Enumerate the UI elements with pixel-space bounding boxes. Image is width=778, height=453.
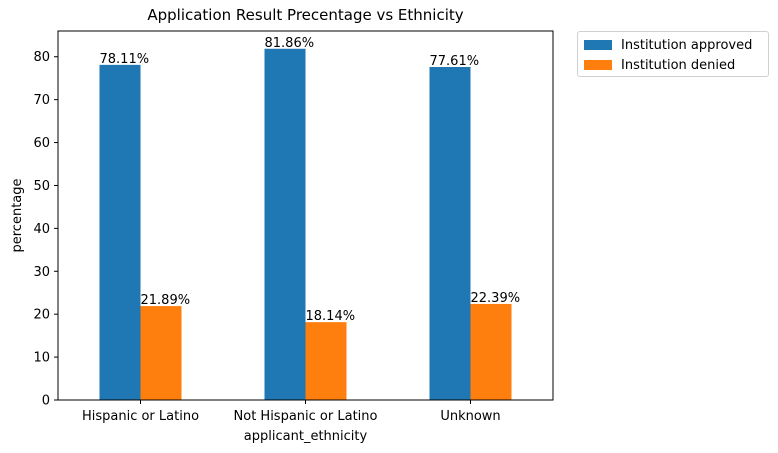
legend-item-denied: Institution denied [584, 55, 762, 75]
legend-swatch-denied [584, 60, 612, 70]
legend: Institution approved Institution denied [577, 31, 769, 77]
legend-item-approved: Institution approved [584, 35, 762, 55]
y-tick-label: 30 [33, 265, 50, 280]
y-tick-label: 40 [33, 222, 50, 237]
bar-value-label: 22.39% [471, 291, 521, 306]
y-axis-label: percentage [10, 178, 25, 252]
bar-value-label: 18.14% [306, 309, 356, 324]
bar-denied-0 [140, 306, 182, 400]
bar-denied-2 [470, 303, 512, 400]
x-tick-label: Not Hispanic or Latino [234, 409, 378, 424]
y-tick-label: 80 [33, 50, 50, 65]
chart-title: Application Result Precentage vs Ethnici… [147, 6, 464, 24]
y-tick-label: 0 [42, 394, 50, 409]
y-tick-label: 10 [33, 351, 50, 366]
bar-value-label: 81.86% [265, 36, 315, 51]
x-tick-label: Unknown [440, 409, 500, 424]
bar-denied-1 [305, 322, 347, 400]
bar-approved-0 [99, 64, 141, 400]
bar-value-label: 78.11% [100, 52, 150, 67]
bar-value-label: 77.61% [430, 54, 480, 69]
legend-label-approved: Institution approved [621, 37, 753, 53]
bar-approved-1 [264, 48, 306, 400]
bar-value-label: 21.89% [141, 293, 191, 308]
legend-label-denied: Institution denied [621, 57, 736, 73]
bars-layer [99, 48, 512, 400]
x-tick-label: Hispanic or Latino [82, 409, 199, 424]
legend-swatch-approved [584, 40, 612, 50]
bar-approved-2 [429, 66, 471, 400]
x-axis-label: applicant_ethnicity [244, 429, 368, 444]
y-axis: 0 10 20 30 40 50 60 70 80 [33, 50, 58, 409]
y-tick-label: 20 [33, 308, 50, 323]
y-tick-label: 70 [33, 93, 50, 108]
bar-labels-layer: 78.11% 21.89% 81.86% 18.14% 77.61% 22.39% [100, 36, 521, 324]
y-tick-label: 50 [33, 179, 50, 194]
y-tick-label: 60 [33, 136, 50, 151]
x-axis: Hispanic or Latino Not Hispanic or Latino… [82, 400, 501, 424]
